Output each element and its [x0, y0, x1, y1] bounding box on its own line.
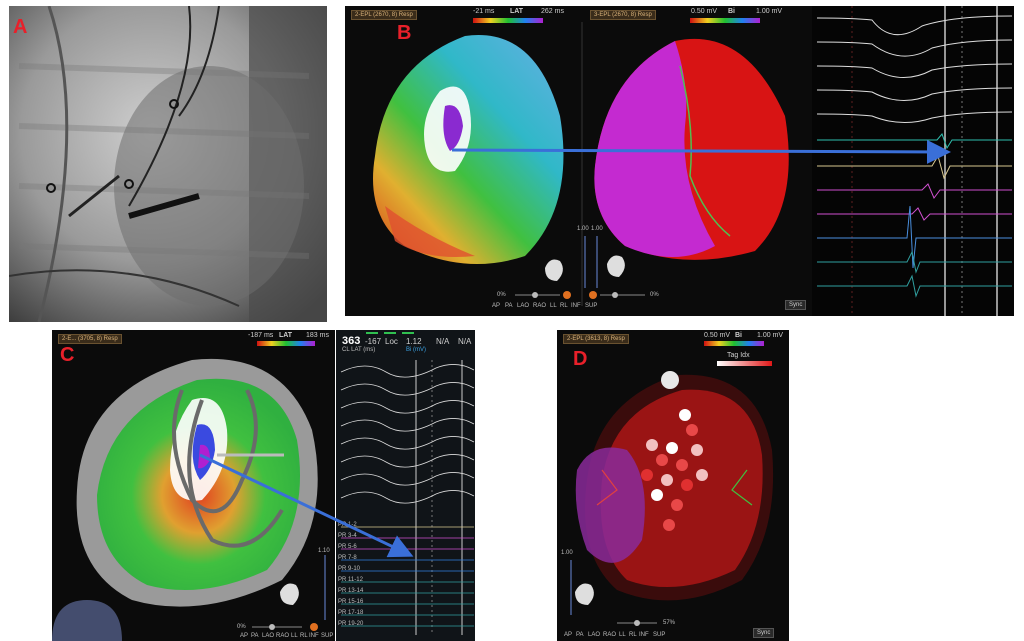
panel-c-view-lao[interactable]: LAO — [262, 633, 275, 639]
panel-d-view-lao[interactable]: LAO — [588, 632, 601, 638]
panel-c-channel-5: PR 9-10 — [338, 566, 361, 572]
panel-c-pct: 0% — [237, 624, 246, 630]
panel-b-graphics — [373, 18, 789, 306]
panel-b-right-scale-title: Bi — [728, 8, 735, 15]
panel-b-view-sup[interactable]: SUP — [585, 303, 598, 309]
panel-a-fluoroscopy: A — [9, 6, 327, 322]
panel-c-channel-2: PR 3-4 — [338, 533, 357, 539]
panel-b-view-rao[interactable]: RAO — [533, 303, 547, 309]
panel-d-view-ap[interactable]: AP — [564, 632, 573, 638]
panel-d-scale-min: 0.50 mV — [704, 332, 731, 339]
panel-d-pct: 57% — [663, 620, 676, 626]
panel-c-view-ap[interactable]: AP — [240, 633, 249, 639]
panel-c-value: 1.10 — [318, 548, 330, 554]
panel-b-view-rl[interactable]: RL — [560, 303, 568, 309]
panel-c-channel-1: PR 1-2 — [338, 522, 357, 528]
panel-c-view-rao[interactable]: RAO — [276, 633, 290, 639]
panel-c-channel-6: PR 11-12 — [338, 577, 363, 583]
panel-b-label: B — [397, 22, 412, 44]
panel-c-loc-label: Loc — [385, 337, 398, 346]
panel-c-na-2: N/A — [458, 337, 472, 346]
panel-c-label: C — [60, 344, 75, 366]
panel-c-traces — [340, 332, 475, 635]
panel-c-cl-value: 363 — [342, 335, 361, 347]
panel-c-view-ll[interactable]: LL — [291, 633, 298, 639]
panel-d-view-ll[interactable]: LL — [619, 632, 626, 638]
panel-c-bi-caption: Bi (mV) — [406, 347, 426, 353]
panel-c-view-pa[interactable]: PA — [251, 633, 259, 639]
panel-b-pct-right: 0% — [650, 292, 659, 298]
panel-b-left-header[interactable]: 2-EPL (2670, 8) Resp — [351, 10, 417, 20]
panel-d-header[interactable]: 2-EPL (3613, 8) Resp — [563, 334, 629, 344]
panel-c-cl-caption: CL LAT (ms) — [342, 347, 376, 353]
panel-b-right-scale-min: 0.50 mV — [691, 8, 718, 15]
panel-c-bi-value: 1.12 — [406, 337, 422, 346]
panel-d-voltage-map: 2-EPL (3613, 8) Resp 0.50 mV Bi 1.00 mV … — [557, 330, 789, 641]
panel-b-right-header[interactable]: 3-EPL (2670, 8) Resp — [590, 10, 656, 20]
panel-b-left-scale-max: 262 ms — [541, 8, 564, 15]
panel-d-view-pa[interactable]: PA — [576, 632, 584, 638]
panel-b-value-b: 1.00 — [591, 226, 603, 232]
panel-c-lat-map: 2-E... (3705, 8) Resp -187 ms LAT 183 ms… — [52, 330, 335, 641]
panel-b-sync-button[interactable]: Sync — [785, 300, 807, 310]
panel-b-view-ll[interactable]: LL — [550, 303, 557, 309]
panel-b-view-inf[interactable]: INF — [571, 303, 581, 309]
panel-d-view-inf[interactable]: INF — [639, 632, 649, 638]
panel-c-channel-4: PR 7-8 — [338, 555, 357, 561]
panel-d-view-rl[interactable]: RL — [629, 632, 637, 638]
panel-c-channel-8: PR 15-16 — [338, 599, 364, 605]
panel-c-view-sup[interactable]: SUP — [321, 633, 334, 639]
panel-b-maps: 2-EPL (2670, 8) Resp 3-EPL (2670, 8) Res… — [345, 6, 812, 316]
panel-d-scale-title: Bi — [735, 332, 742, 339]
fluoroscopy-image — [9, 6, 327, 322]
panel-d-value: 1.00 — [561, 550, 573, 556]
electrogram-traces — [816, 6, 1013, 316]
panel-d-graphics — [570, 341, 774, 626]
panel-c-channel-9: PR 17-18 — [338, 610, 364, 616]
panel-c-scale-title: LAT — [279, 332, 293, 339]
panel-b-pct-left: 0% — [497, 292, 506, 298]
panel-c-header[interactable]: 2-E... (3705, 8) Resp — [58, 334, 122, 344]
panel-c-lat-value: -167 — [365, 337, 382, 346]
panel-c-channel-7: PR 13-14 — [338, 588, 364, 594]
panel-c-channel-3: PR 5-6 — [338, 544, 357, 550]
panel-b-right-scale-max: 1.00 mV — [756, 8, 783, 15]
panel-d-scale-max: 1.00 mV — [757, 332, 784, 339]
panel-d-label: D — [573, 348, 588, 370]
panel-b-value-a: 1.00 — [577, 226, 589, 232]
panel-c-scale-min: -187 ms — [248, 332, 274, 339]
panel-c-view-inf[interactable]: INF — [309, 633, 319, 639]
panel-d-sync-button[interactable]: Sync — [753, 628, 775, 638]
panel-a-label: A — [13, 16, 28, 38]
panel-c-electrograms: 363 -167 Loc 1.12 N/A N/A CL LAT (ms) Bi… — [336, 330, 475, 641]
panel-d-view-rao[interactable]: RAO — [603, 632, 617, 638]
panel-c-view-rl[interactable]: RL — [300, 633, 308, 639]
panel-c-graphics — [52, 341, 326, 641]
panel-c-na-1: N/A — [436, 337, 450, 346]
panel-b-left-scale-title: LAT — [510, 8, 524, 15]
panel-c-scale-max: 183 ms — [306, 332, 329, 339]
panel-d-tag-label: Tag Idx — [727, 352, 750, 359]
panel-d-view-sup[interactable]: SUP — [653, 632, 666, 638]
panel-b-view-ap[interactable]: AP — [492, 303, 501, 309]
panel-c-channel-10: PR 19-20 — [338, 621, 364, 627]
panel-b-view-pa[interactable]: PA — [505, 303, 513, 309]
panel-b-view-lao[interactable]: LAO — [517, 303, 530, 309]
panel-b-electrograms — [812, 6, 1014, 316]
panel-b-left-scale-min: -21 ms — [473, 8, 495, 15]
